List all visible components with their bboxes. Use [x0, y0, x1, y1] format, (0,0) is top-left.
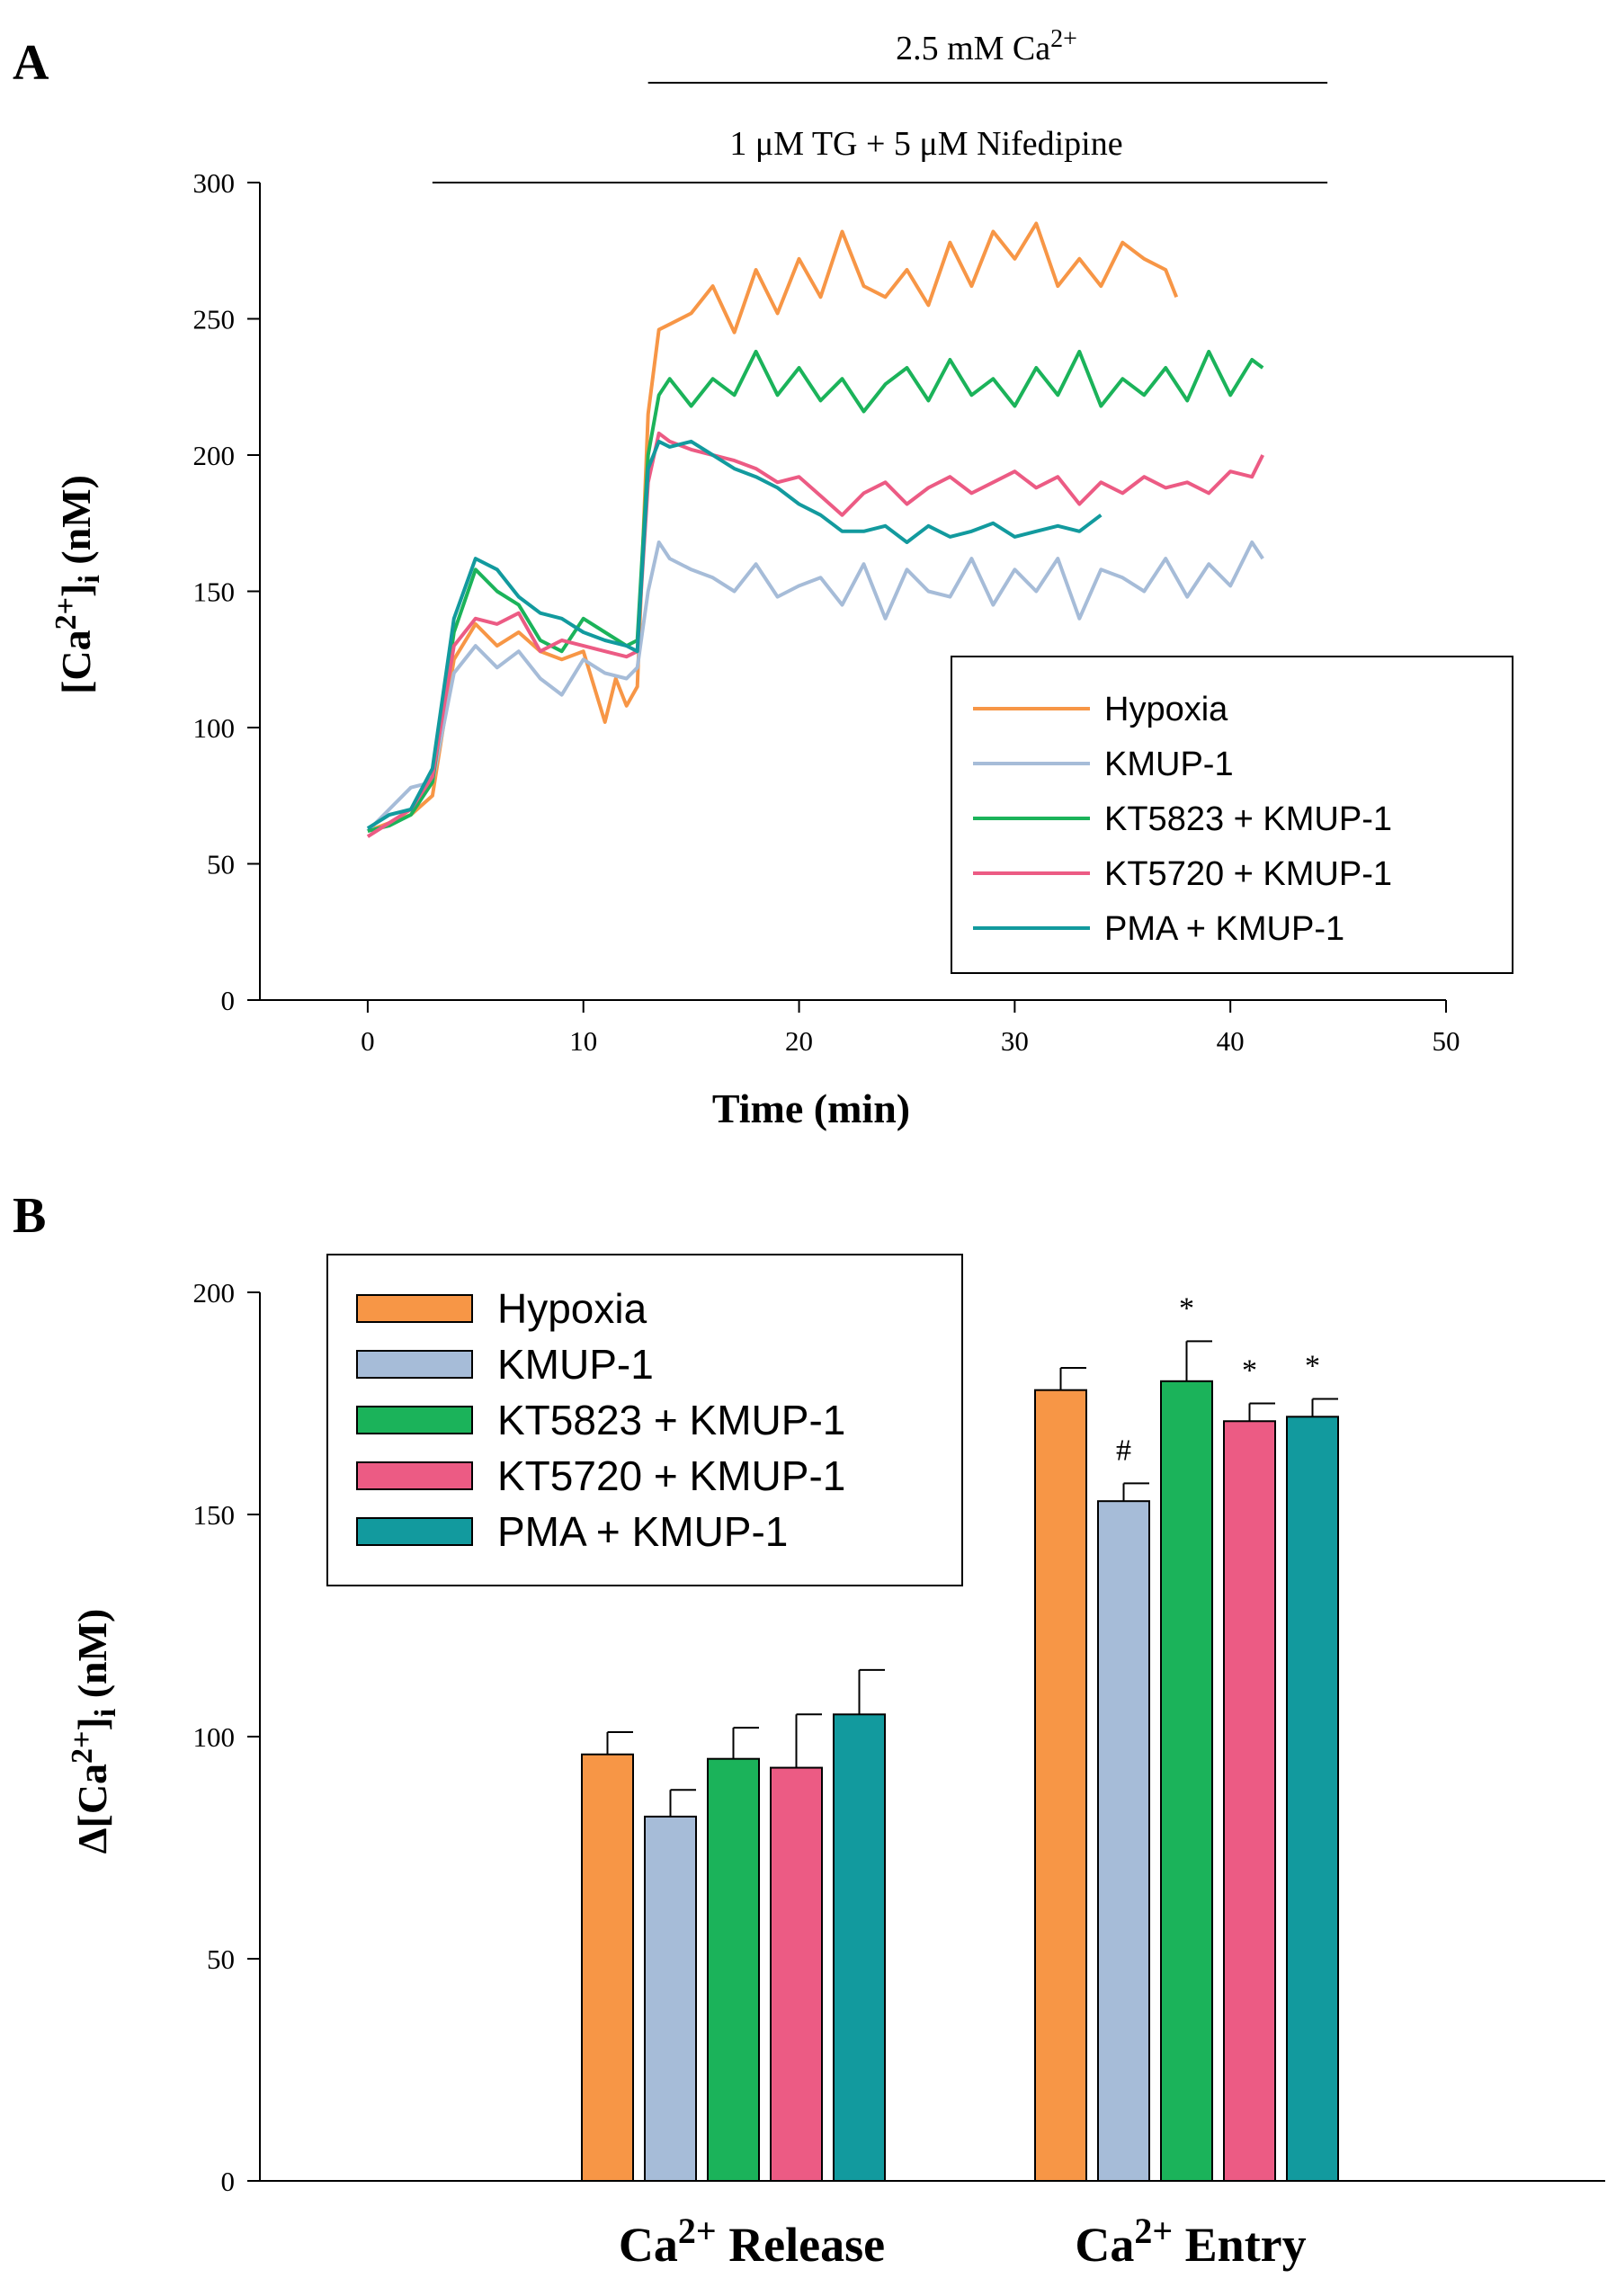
- a-x-axis-title: Time (min): [712, 1085, 910, 1131]
- a-legend-label-kmup-1: KMUP-1: [1104, 746, 1234, 783]
- a-legend-label-kt5720-kmup-1: KT5720 + KMUP-1: [1104, 855, 1392, 893]
- b-category-label: Ca2+ Release: [619, 2211, 885, 2272]
- b-significance-mark: *: [1305, 1350, 1320, 1383]
- a-y-tick-label: 250: [193, 304, 236, 335]
- b-significance-mark: *: [1242, 1354, 1257, 1388]
- a-y-tick-label: 50: [207, 849, 235, 880]
- a-series: [366, 221, 1264, 838]
- a-series-line-hypoxia: [367, 221, 1179, 833]
- b-legend-label-kmup-1: KMUP-1: [497, 1341, 654, 1388]
- b-bar-kmup-1: [644, 1815, 697, 2183]
- a-legend-label-kt5823-kmup-1: KT5823 + KMUP-1: [1104, 800, 1392, 838]
- b-legend-label-kt5720-kmup-1: KT5720 + KMUP-1: [497, 1452, 845, 1499]
- b-bar-kt5720-kmup-1: [770, 1766, 823, 2182]
- a-series-line-kt5823-kmup-1: [367, 349, 1264, 834]
- b-bars: # * * *: [581, 1291, 1339, 2183]
- a-y-tick-label: 0: [221, 985, 236, 1016]
- b-y-tick-label: 200: [193, 1277, 236, 1309]
- b-legend-label-pma-kmup-1: PMA + KMUP-1: [497, 1508, 788, 1555]
- a-legend: Hypoxia KMUP-1 KT5823 + KMUP-1 KT5720 + KMU…: [951, 656, 1513, 974]
- b-legend-swatch-pma-kmup-1: [356, 1517, 473, 1546]
- a-x-tick-label: 0: [361, 1025, 375, 1057]
- a-y-tick-label: 150: [193, 576, 236, 608]
- b-y-tick-label: 50: [207, 1943, 235, 1975]
- panel-a-line-chart: A 2.5 mM Ca2+ 1 μM TG + 5 μM Nifedipine 0…: [13, 25, 1513, 1131]
- b-bar-hypoxia: [1034, 1389, 1087, 2183]
- a-annotations: 2.5 mM Ca2+ 1 μM TG + 5 μM Nifedipine: [432, 25, 1328, 183]
- a-x-tick-label: 20: [785, 1025, 813, 1057]
- a-y-tick-label: 200: [193, 440, 236, 471]
- b-legend-label-hypoxia: Hypoxia: [497, 1285, 647, 1332]
- a-axes: 0 50 100 150 200 250 300 0 10 20 30 40 50: [193, 167, 1460, 1057]
- b-bar-hypoxia: [581, 1753, 634, 2182]
- a-series-line-kt5720-kmup-1: [366, 431, 1264, 838]
- a-annotation-label: 2.5 mM Ca2+: [896, 25, 1077, 67]
- b-legend-swatch-kt5823-kmup-1: [356, 1406, 473, 1434]
- b-legend-label-kt5823-kmup-1: KT5823 + KMUP-1: [497, 1397, 845, 1443]
- a-series-line-pma-kmup-1: [366, 439, 1103, 830]
- a-x-tick-label: 40: [1217, 1025, 1245, 1057]
- b-bar-kmup-1: [1097, 1500, 1150, 2183]
- a-legend-label-hypoxia: Hypoxia: [1104, 691, 1228, 728]
- a-x-tick-label: 30: [1001, 1025, 1029, 1057]
- b-legend-swatch-hypoxia: [356, 1294, 473, 1323]
- b-bar-kt5823-kmup-1: [1160, 1380, 1213, 2183]
- a-y-tick-label: 100: [193, 712, 236, 744]
- b-y-tick-label: 100: [193, 1721, 236, 1753]
- b-bar-pma-kmup-1: [1286, 1416, 1339, 2182]
- a-series-line-kmup-1: [366, 540, 1264, 833]
- b-bar-kt5823-kmup-1: [707, 1757, 760, 2182]
- b-significance-mark: *: [1179, 1291, 1194, 1325]
- a-legend-label-pma-kmup-1: PMA + KMUP-1: [1104, 910, 1344, 948]
- b-bar-kt5720-kmup-1: [1223, 1420, 1276, 2182]
- panel-b-bar-chart: B 0 50 100 150 200 # * * * Hypoxia KMUP-1 KT5823 …: [13, 1188, 1605, 2272]
- b-y-axis-title: Δ[Ca2+]i (nM): [66, 1609, 122, 1854]
- b-category-label: Ca2+ Entry: [1075, 2211, 1306, 2272]
- b-y-tick-label: 0: [221, 2166, 236, 2197]
- a-x-tick-label: 10: [569, 1025, 597, 1057]
- a-y-tick-label: 300: [193, 167, 236, 199]
- panel-a-letter: A: [13, 35, 49, 91]
- b-axes: 0 50 100 150 200: [193, 1277, 1605, 2197]
- panel-b-letter: B: [13, 1188, 46, 1244]
- a-x-tick-label: 50: [1433, 1025, 1460, 1057]
- b-legend-swatch-kmup-1: [356, 1350, 473, 1379]
- b-bar-pma-kmup-1: [833, 1713, 886, 2183]
- b-y-tick-label: 150: [193, 1499, 236, 1531]
- b-legend-swatch-kt5720-kmup-1: [356, 1461, 473, 1490]
- b-legend: Hypoxia KMUP-1 KT5823 + KMUP-1 KT5720 + KMU…: [326, 1254, 963, 1586]
- a-annotation-label: 1 μM TG + 5 μM Nifedipine: [729, 125, 1122, 163]
- b-category-labels: Ca2+ Release Ca2+ Entry: [619, 2211, 1307, 2272]
- b-significance-mark: #: [1116, 1434, 1131, 1467]
- a-y-axis-title: [Ca2+]i (nM): [49, 475, 106, 694]
